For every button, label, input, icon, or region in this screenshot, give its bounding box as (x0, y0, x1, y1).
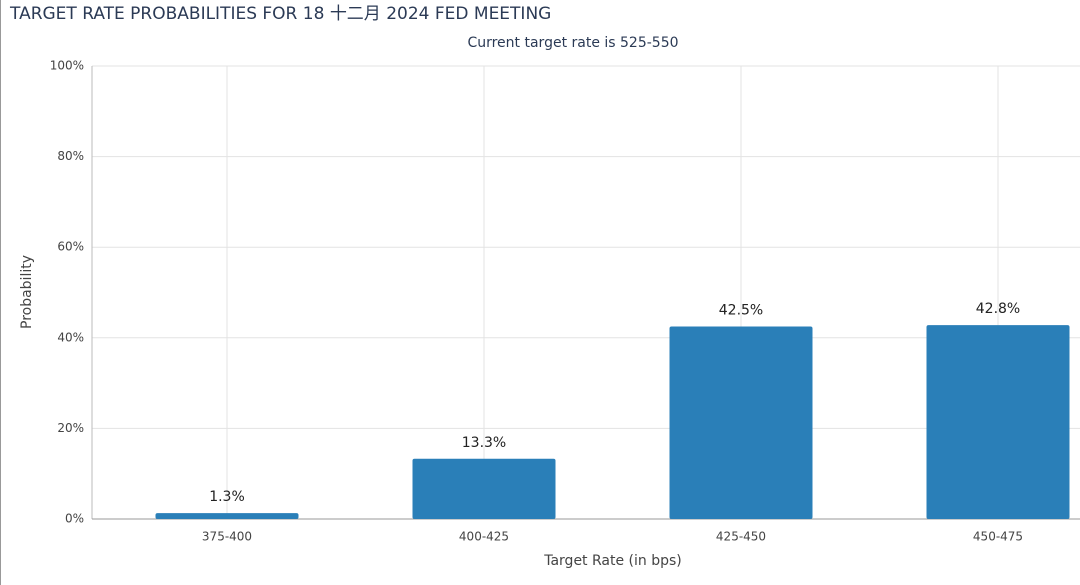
y-tick-label: 60% (57, 240, 84, 254)
y-axis-label: Probability (19, 255, 35, 329)
y-tick-label: 80% (57, 149, 84, 163)
bar (155, 513, 299, 519)
data-label: 13.3% (462, 435, 506, 451)
x-tick-label: 425-450 (716, 530, 766, 544)
chart-subtitle: Current target rate is 525-550 (467, 35, 678, 51)
y-tick-label: 40% (57, 330, 84, 344)
bar (412, 458, 556, 519)
data-label: 42.8% (976, 301, 1020, 317)
x-tick-label: 450-475 (973, 530, 1023, 544)
chart-title: TARGET RATE PROBABILITIES FOR 18 十二月 202… (9, 4, 551, 24)
data-label: 42.5% (719, 302, 763, 318)
y-tick-label: 0% (65, 512, 84, 526)
x-tick-label: 400-425 (459, 530, 509, 544)
x-axis-label: Target Rate (in bps) (543, 553, 682, 569)
x-tick-label: 375-400 (202, 530, 252, 544)
bar (669, 326, 813, 519)
y-tick-label: 100% (50, 59, 84, 73)
y-tick-label: 20% (57, 421, 84, 435)
bar (926, 325, 1070, 519)
data-label: 1.3% (209, 489, 245, 505)
